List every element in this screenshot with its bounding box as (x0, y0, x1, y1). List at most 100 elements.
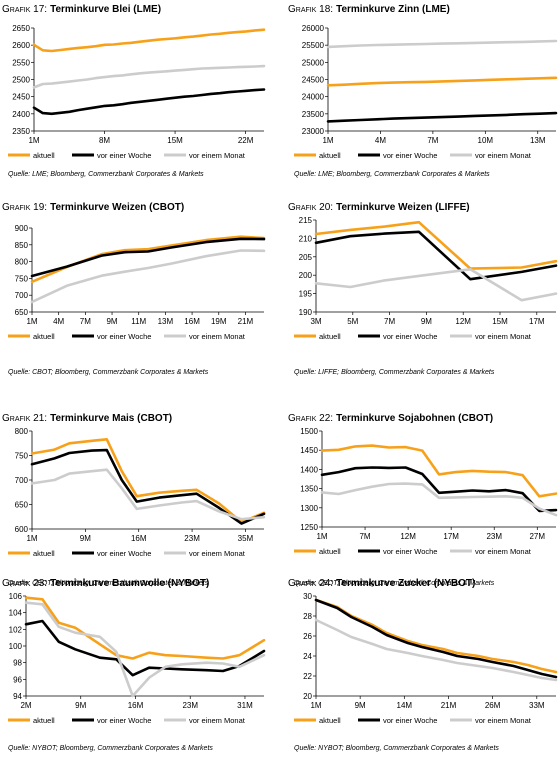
chart-title-text: Terminkurve Sojabohnen (CBOT) (336, 413, 494, 424)
y-tick-label: 1250 (300, 523, 318, 532)
legend-label-current: aktuell (319, 716, 341, 725)
series-line-week (32, 88, 266, 116)
x-tick-label: 23M (184, 534, 200, 543)
chart-panel: Grafik 18: Terminkurve Zinn (LME) 23000 235… (288, 2, 560, 190)
y-tick-label: 2650 (12, 24, 30, 33)
series-line-current (326, 76, 558, 87)
y-tick-label: 195 (299, 290, 313, 299)
y-tick-label: 1450 (300, 446, 318, 455)
chart-panel: Grafik 20: Terminkurve Weizen (LIFFE) 190 1… (288, 200, 560, 388)
chart-svg: 650 700 750 800 850 900 1M 4M 7M 9M 11M 13M 16M 19M 21… (8, 224, 266, 341)
chart-number: Grafik 20: (288, 202, 334, 213)
chart-source-note: Quelle: NYBOT; Bloomberg, Commerzbank Co… (8, 745, 213, 752)
x-tick-label: 7M (359, 532, 370, 541)
y-tick-label: 20 (303, 692, 312, 701)
chart-title: Grafik 20: Terminkurve Weizen (LIFFE) (288, 200, 560, 215)
y-tick-label: 23500 (302, 110, 325, 119)
x-tick-label: 1M (28, 136, 39, 145)
series-line-month (24, 601, 266, 698)
chart-source-note: Quelle: LME; Bloomberg, Commerzbank Corp… (8, 171, 204, 178)
x-tick-label: 1M (310, 701, 321, 710)
y-tick-label: 800 (15, 258, 29, 267)
series-line-current (314, 220, 558, 270)
chart-title: Grafik 19: Terminkurve Weizen (CBOT) (2, 200, 274, 215)
y-tick-label: 23000 (302, 127, 325, 136)
chart-title: Grafik 22: Terminkurve Sojabohnen (CBOT) (288, 411, 560, 426)
legend-label-week: vor einer Woche (97, 332, 151, 341)
x-tick-label: 16M (184, 317, 200, 326)
x-tick-label: 9M (75, 701, 86, 710)
y-tick-label: 900 (15, 224, 29, 233)
series-line-current (320, 444, 558, 498)
chart-source-note: Quelle: NYBOT; Bloomberg, Commerzbank Co… (294, 745, 499, 752)
x-tick-label: 14M (397, 701, 413, 710)
y-tick-label: 1350 (300, 485, 318, 494)
y-tick-label: 2500 (12, 76, 30, 85)
legend-label-week: vor einer Woche (97, 716, 151, 725)
legend-label-month: vor einem Monat (475, 332, 532, 341)
legend-label-current: aktuell (319, 332, 341, 341)
x-tick-label: 21M (238, 317, 254, 326)
chart-title: Grafik 17: Terminkurve Blei (LME) (2, 2, 274, 17)
x-tick-label: 7M (427, 136, 438, 145)
chart-title: Grafik 21: Terminkurve Mais (CBOT) (2, 411, 274, 426)
chart-source-note: Quelle: CBOT; Bloomberg, Commerzbank Cor… (294, 580, 495, 587)
chart-number: Grafik 19: (2, 202, 48, 213)
series-line-month (326, 39, 558, 49)
chart-svg: 23000 23500 24000 24500 25000 25500 26000 1M 4M 7… (294, 24, 558, 160)
series-line-month (32, 64, 266, 89)
legend-label-current: aktuell (33, 332, 55, 341)
y-tick-label: 700 (15, 476, 29, 485)
chart-panel: Grafik 21: Terminkurve Mais (CBOT) 600 650 7… (2, 411, 274, 599)
x-tick-label: 17M (443, 532, 459, 541)
x-tick-label: 13M (158, 317, 174, 326)
chart-title: Grafik 23: Terminkurve Baumwolle (NYBOT) (2, 576, 274, 591)
chart-number: Grafik 22: (288, 413, 334, 424)
chart-source-note: Quelle: CBOT; Bloomberg, Commerzbank Cor… (8, 580, 209, 587)
legend-label-month: vor einem Monat (189, 716, 246, 725)
legend-label-month: vor einem Monat (475, 151, 532, 160)
chart-title-text: Terminkurve Blei (LME) (50, 4, 162, 15)
x-tick-label: 11M (131, 317, 146, 326)
x-tick-label: 8M (99, 136, 110, 145)
series-line-week (30, 448, 266, 525)
x-tick-label: 23M (486, 532, 502, 541)
y-tick-label: 2400 (12, 110, 30, 119)
x-tick-label: 16M (128, 701, 144, 710)
y-tick-label: 2350 (12, 127, 30, 136)
x-tick-label: 31M (237, 701, 253, 710)
y-tick-label: 22 (303, 672, 312, 681)
x-tick-label: 17M (529, 317, 545, 326)
x-tick-label: 23M (182, 701, 198, 710)
y-tick-label: 1400 (300, 465, 318, 474)
y-tick-label: 215 (299, 216, 313, 225)
x-tick-label: 7M (80, 317, 91, 326)
x-tick-label: 9M (421, 317, 432, 326)
series-line-current (24, 596, 266, 660)
y-tick-label: 24000 (302, 93, 325, 102)
y-tick-label: 800 (15, 427, 29, 436)
chart-number: Grafik 18: (288, 4, 334, 15)
y-tick-label: 650 (15, 501, 29, 510)
legend-label-week: vor einer Woche (383, 716, 437, 725)
x-tick-label: 1M (322, 136, 333, 145)
chart-panel: Grafik 17: Terminkurve Blei (LME) 2350 2400… (2, 2, 274, 190)
chart-panel: Grafik 24: Terminkurve Zucker (NYBOT) 20 22… (288, 576, 560, 764)
series-line-week (30, 237, 266, 278)
chart-panel: Grafik 19: Terminkurve Weizen (CBOT) 650 70… (2, 200, 274, 388)
series-line-week (320, 466, 558, 513)
y-tick-label: 650 (15, 308, 29, 317)
x-tick-label: 22M (238, 136, 254, 145)
legend-label-month: vor einem Monat (189, 332, 246, 341)
chart-number: Grafik 23: (2, 578, 48, 589)
x-tick-label: 15M (167, 136, 183, 145)
chart-title-text: Terminkurve Weizen (CBOT) (50, 202, 185, 213)
legend-label-month: vor einem Monat (189, 549, 246, 558)
y-tick-label: 190 (299, 308, 313, 317)
chart-title-text: Terminkurve Mais (CBOT) (50, 413, 173, 424)
chart-number: Grafik 24: (288, 578, 334, 589)
y-tick-label: 94 (13, 692, 22, 701)
series-line-month (30, 468, 266, 521)
y-tick-label: 26 (303, 632, 312, 641)
